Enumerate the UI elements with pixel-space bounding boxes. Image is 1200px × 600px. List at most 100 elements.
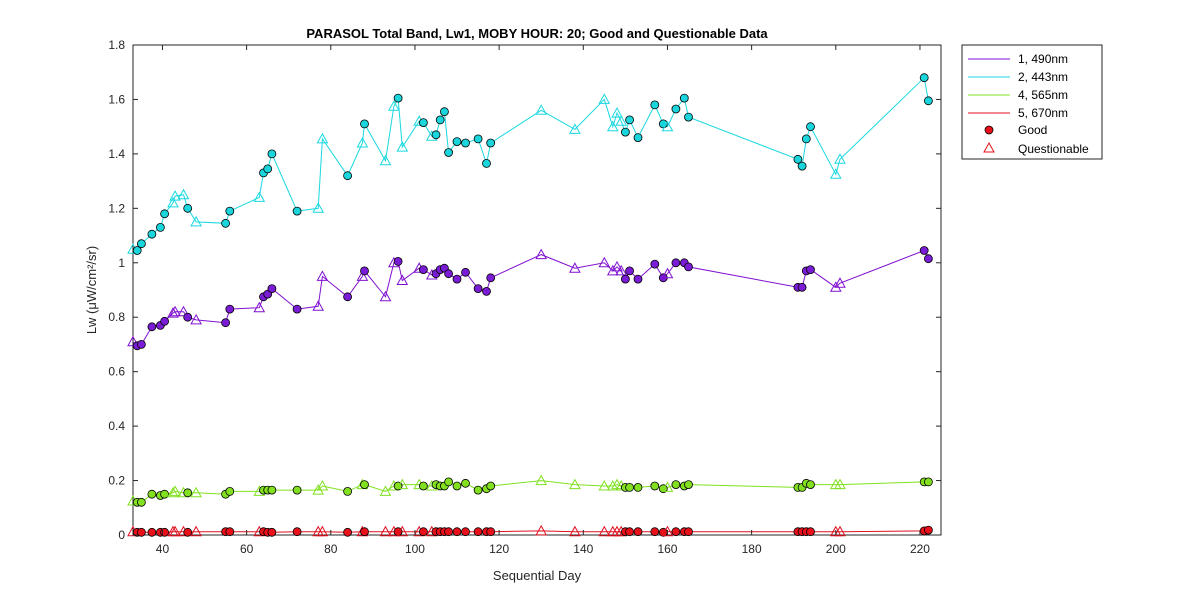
- y-axis-label: Lw (μW/cm²/sr): [84, 246, 99, 334]
- questionable-point: [661, 525, 674, 537]
- questionable-point: [316, 270, 329, 281]
- good-point: [684, 527, 693, 537]
- good-point: [267, 284, 277, 294]
- good-point: [684, 112, 693, 122]
- good-point: [444, 148, 454, 157]
- good-point: [679, 93, 689, 103]
- legend-label-670: 5, 670nm: [1018, 106, 1068, 120]
- series-5-670nm: [127, 524, 933, 537]
- questionable-point: [396, 141, 409, 152]
- good-point: [650, 481, 660, 491]
- good-point: [160, 209, 170, 219]
- questionable-point: [535, 524, 548, 536]
- good-point: [671, 258, 681, 268]
- good-point: [147, 527, 157, 537]
- good-point: [486, 527, 496, 537]
- questionable-point: [606, 120, 619, 132]
- x-tick-label: 160: [657, 542, 677, 556]
- good-point: [343, 486, 353, 496]
- good-point: [806, 527, 815, 537]
- questionable-point: [356, 136, 369, 148]
- good-point: [625, 527, 634, 537]
- legend: 1, 490nm 2, 443nm 4, 565nm 5, 670nm Good…: [961, 44, 1103, 160]
- good-point: [393, 93, 403, 103]
- good-point: [633, 482, 643, 492]
- good-point: [360, 266, 369, 276]
- legend-box: [961, 44, 1103, 160]
- questionable-point: [169, 485, 181, 496]
- questionable-point: [379, 154, 392, 166]
- x-tick-label: 100: [405, 542, 425, 556]
- good-point: [486, 273, 496, 283]
- questionable-point: [611, 260, 623, 272]
- y-tick-label: 0.4: [108, 419, 125, 433]
- good-point: [160, 316, 170, 326]
- good-point: [625, 115, 634, 125]
- questionable-point: [569, 262, 581, 273]
- good-point: [263, 164, 273, 174]
- good-point: [221, 318, 231, 328]
- good-point: [806, 480, 815, 490]
- good-point: [136, 497, 146, 507]
- questionable-point: [312, 300, 325, 311]
- questionable-point: [169, 525, 181, 537]
- questionable-point: [388, 100, 400, 111]
- x-tick-label: 200: [826, 542, 846, 556]
- good-point: [461, 527, 470, 537]
- good-point: [155, 222, 165, 232]
- good-point: [924, 254, 933, 264]
- good-point: [444, 269, 454, 279]
- good-point: [183, 488, 193, 498]
- questionable-point: [834, 277, 846, 288]
- good-point: [160, 489, 170, 499]
- good-point: [625, 266, 634, 276]
- good-point: [132, 246, 142, 255]
- good-point: [924, 96, 933, 106]
- y-tick-label: 1: [118, 256, 125, 270]
- questionable-point: [190, 486, 202, 498]
- good-point: [486, 481, 496, 491]
- good-point: [292, 527, 302, 537]
- legend-label-490: 1, 490nm: [1018, 52, 1068, 66]
- questionable-point: [615, 115, 628, 126]
- good-point: [482, 158, 491, 168]
- good-point: [684, 262, 693, 272]
- questionable-point: [598, 525, 611, 537]
- good-point: [183, 312, 193, 322]
- good-point: [418, 265, 428, 275]
- good-point: [621, 274, 630, 284]
- good-point: [225, 206, 235, 216]
- questionable-point: [177, 305, 190, 317]
- good-point: [160, 527, 170, 537]
- legend-label-443: 2, 443nm: [1018, 70, 1068, 84]
- chart-title: PARASOL Total Band, Lw1, MOBY HOUR: 20; …: [306, 26, 768, 41]
- questionable-point: [661, 120, 674, 132]
- series-4-565nm: [127, 474, 933, 507]
- questionable-point: [167, 486, 179, 498]
- good-point: [461, 138, 470, 148]
- good-point: [633, 133, 643, 143]
- good-point: [452, 527, 462, 537]
- good-point: [439, 107, 449, 117]
- good-point: [444, 527, 454, 537]
- good-point: [633, 527, 643, 537]
- good-point: [671, 104, 681, 114]
- good-point: [486, 138, 496, 148]
- good-point: [183, 203, 193, 213]
- good-point: [806, 122, 815, 132]
- questionable-point: [396, 274, 409, 285]
- good-point: [435, 115, 445, 125]
- series-1-490nm: [127, 246, 933, 351]
- good-point: [147, 229, 157, 239]
- good-point: [671, 527, 681, 537]
- questionable-point: [169, 305, 181, 317]
- questionable-point: [169, 190, 181, 201]
- questionable-point: [569, 123, 581, 134]
- questionable-point: [535, 474, 548, 486]
- y-tick-label: 1.2: [108, 201, 125, 215]
- good-point: [797, 161, 807, 171]
- questionable-point: [598, 93, 611, 104]
- good-point: [452, 481, 462, 491]
- questionable-point: [190, 525, 202, 537]
